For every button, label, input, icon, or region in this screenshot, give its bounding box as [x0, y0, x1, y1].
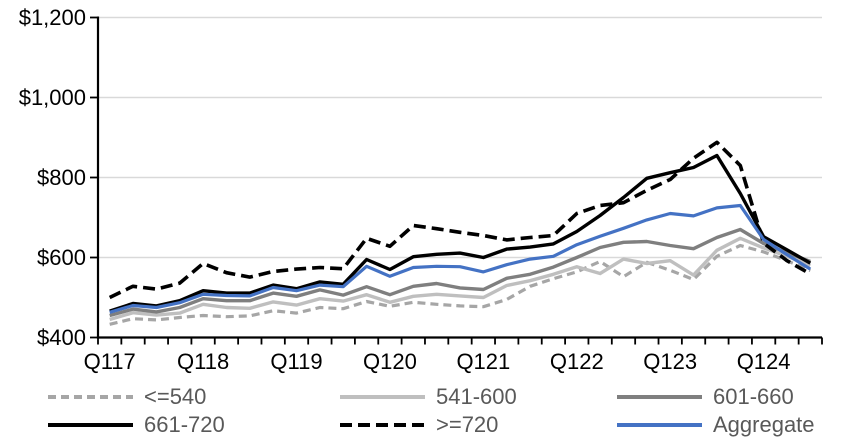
x-tick-label: Q124: [737, 349, 791, 374]
series-line-540: [109, 243, 811, 326]
legend-item-Aggregate: Aggregate: [617, 414, 852, 436]
y-tick-label: $800: [37, 165, 86, 190]
legend-swatch-icon: [617, 395, 702, 399]
x-tick-label: Q119: [270, 349, 322, 374]
legend-label: <=540: [144, 384, 207, 409]
legend-label: 541-600: [436, 384, 517, 409]
x-tick-label: Q121: [456, 349, 510, 374]
legend-item-720: >=720: [340, 414, 617, 436]
legend-label: >=720: [436, 412, 499, 437]
y-tick-label: $400: [37, 325, 86, 350]
legend-item-540: <=540: [48, 386, 340, 408]
x-tick-label: Q117: [84, 349, 136, 374]
series-line-541600: [109, 236, 811, 322]
series-line-720: [108, 140, 812, 300]
x-tick-label: Q120: [363, 349, 417, 374]
legend-item-541600: 541-600: [340, 386, 617, 408]
legend-swatch-icon: [48, 395, 133, 399]
series-line-661720: [109, 153, 812, 313]
x-tick-label: Q118: [177, 349, 229, 374]
y-tick-label: $600: [37, 245, 86, 270]
legend-label: Aggregate: [713, 412, 815, 437]
legend-row: <=540 541-600 601-660: [0, 383, 852, 411]
legend-label: 601-660: [713, 384, 794, 409]
y-tick-label: $1,200: [19, 5, 86, 30]
x-tick-label: Q123: [643, 349, 697, 374]
line-chart-plot: $400 $600 $800 $1,000 $1,200 Q117 Q118 Q119 Q120…: [19, 5, 823, 374]
legend-swatch-icon: [48, 423, 133, 427]
legend-row: 661-720 >=720 Aggregate: [0, 411, 852, 439]
legend-swatch-icon: [340, 423, 425, 427]
chart-legend: <=540 541-600 601-660 661-720 >=720 Aggregate: [0, 383, 852, 439]
legend-item-601660: 601-660: [617, 386, 852, 408]
x-tick-label: Q122: [550, 349, 604, 374]
series-line-Aggregate: [109, 203, 812, 314]
legend-swatch-icon: [617, 423, 702, 427]
legend-item-661720: 661-720: [48, 414, 340, 436]
legend-swatch-icon: [340, 395, 425, 399]
series-line-601660: [109, 227, 811, 318]
legend-label: 661-720: [144, 412, 225, 437]
y-tick-label: $1,000: [19, 85, 86, 110]
